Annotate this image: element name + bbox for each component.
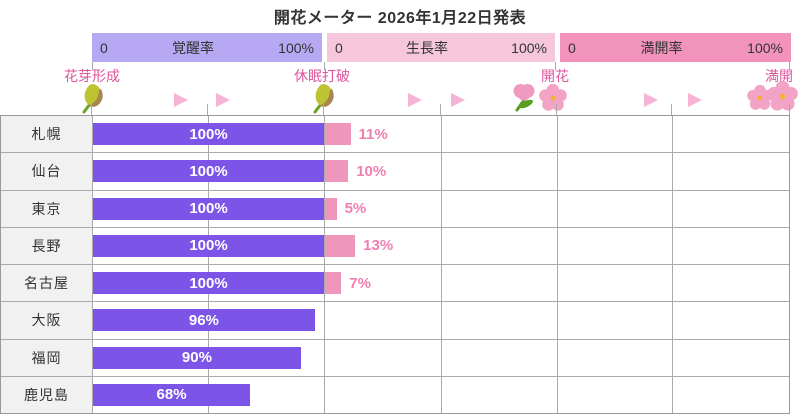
grid-tick — [324, 62, 325, 70]
growth-cell: 10% — [325, 153, 386, 189]
awakening-value: 96% — [188, 311, 219, 329]
awakening-value: 100% — [189, 237, 228, 255]
grid-tick — [789, 62, 790, 70]
grid-tick — [789, 104, 790, 116]
grid-tick — [440, 104, 441, 116]
growth-value: 11% — [358, 125, 388, 143]
meter-min: 0 — [568, 39, 576, 56]
awakening-value: 90% — [181, 349, 212, 367]
table-row: 長野 100% 13% — [1, 227, 789, 265]
awakening-bar: 100% — [93, 160, 324, 183]
blossom-icon — [539, 84, 567, 111]
stage-label-flowering: 開花 — [541, 68, 569, 84]
meter-header-growth: 0 生長率 100% — [327, 33, 555, 62]
arrow-right-icon — [408, 93, 422, 107]
growth-bar — [325, 197, 337, 220]
meter-header-awakening: 0 覚醒率 100% — [92, 33, 322, 62]
tulip-icon — [513, 84, 535, 112]
flower-bud-icon — [313, 84, 334, 114]
city-label: 福岡 — [1, 339, 93, 376]
awakening-bar: 96% — [93, 309, 315, 332]
city-label: 長野 — [1, 227, 93, 264]
awakening-value: 100% — [189, 200, 228, 218]
grid-tick — [555, 62, 556, 70]
awakening-bar: 100% — [93, 272, 324, 295]
awakening-value: 100% — [189, 125, 228, 143]
awakening-value: 100% — [189, 162, 228, 180]
page-title: 開花メーター 2026年1月22日発表 — [273, 10, 527, 27]
growth-bar — [325, 160, 349, 183]
growth-bar — [325, 123, 351, 146]
meter-min: 0 — [335, 39, 343, 56]
growth-value: 10% — [356, 162, 387, 180]
arrow-right-icon — [644, 93, 658, 107]
city-label: 鹿児島 — [1, 376, 93, 413]
city-label: 大阪 — [1, 302, 93, 339]
meter-header-bloom: 0 満開率 100% — [560, 33, 791, 62]
grid-tick — [92, 62, 93, 70]
meter-min: 0 — [100, 39, 108, 56]
meter-max: 100% — [747, 39, 783, 56]
meter-max: 100% — [511, 39, 547, 56]
stage-label-dormancy-break: 休眠打破 — [294, 68, 350, 84]
growth-value: 13% — [363, 237, 394, 255]
table-row: 札幌 100% 11% — [1, 116, 789, 154]
growth-bar — [325, 272, 342, 295]
stage-label-bud-formation: 花芽形成 — [64, 68, 120, 84]
blossom-icon — [767, 81, 798, 111]
growth-value: 7% — [349, 274, 371, 292]
growth-cell: 5% — [325, 191, 366, 227]
awakening-bar: 90% — [93, 346, 301, 369]
arrow-right-icon — [174, 93, 188, 107]
table-row: 名古屋 100% 7% — [1, 265, 789, 303]
table-row: 鹿児島 68% — [1, 376, 789, 413]
arrow-right-icon — [216, 93, 230, 107]
city-label: 仙台 — [1, 153, 93, 190]
awakening-value: 100% — [189, 274, 228, 292]
grid-tick — [323, 104, 324, 116]
arrow-right-icon — [688, 93, 702, 107]
awakening-bar: 100% — [93, 197, 324, 220]
city-progress-table: 札幌 100% 11% 仙台 100% 10% 東京 100% — [0, 115, 790, 414]
meter-max: 100% — [278, 39, 314, 56]
meter-name: 覚醒率 — [171, 39, 214, 56]
growth-cell: 13% — [325, 228, 393, 264]
stage-label-full-bloom: 満開 — [765, 68, 793, 84]
flower-bud-icon — [82, 84, 103, 114]
growth-bar — [325, 234, 356, 257]
awakening-bar: 68% — [93, 383, 251, 406]
grid-tick — [671, 104, 672, 116]
table-row: 仙台 100% 10% — [1, 153, 789, 191]
meter-name: 満開率 — [640, 39, 683, 56]
grid-tick — [207, 104, 208, 116]
arrow-right-icon — [451, 93, 465, 107]
grid-tick — [91, 104, 92, 116]
table-row: 大阪 96% — [1, 302, 789, 340]
table-row: 福岡 90% — [1, 339, 789, 377]
city-label: 東京 — [1, 190, 93, 227]
city-label: 名古屋 — [1, 265, 93, 302]
awakening-value: 68% — [156, 386, 187, 404]
growth-cell: 7% — [325, 265, 371, 301]
growth-value: 5% — [344, 200, 367, 218]
awakening-bar: 100% — [93, 123, 324, 146]
growth-cell: 11% — [325, 116, 388, 152]
grid-tick — [556, 104, 557, 116]
awakening-bar: 100% — [93, 234, 324, 257]
table-row: 東京 100% 5% — [1, 190, 789, 228]
city-label: 札幌 — [1, 116, 93, 153]
meter-name: 生長率 — [405, 39, 448, 56]
